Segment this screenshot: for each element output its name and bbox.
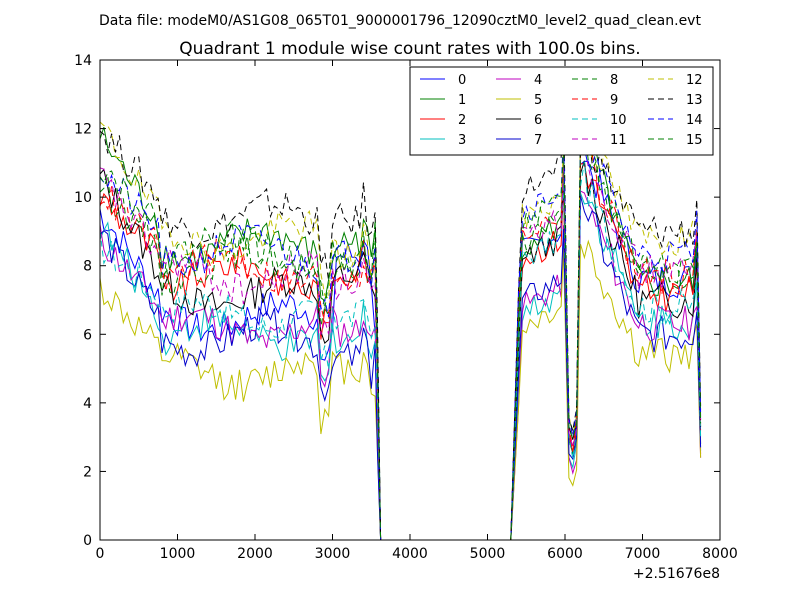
- y-tick-label: 12: [74, 122, 92, 138]
- x-axis: 0 1000 2000 3000 4000 5000 6000 7000 8000: [96, 60, 738, 562]
- y-tick-label: 10: [74, 190, 92, 206]
- series-line-4: [99, 190, 702, 541]
- x-tick-label: 0: [96, 546, 105, 562]
- legend-label-3: 3: [458, 133, 466, 148]
- x-tick-label: 2000: [237, 546, 273, 562]
- x-tick-label: 1000: [160, 546, 196, 562]
- series-line-10: [99, 161, 702, 541]
- x-tick-label: 3000: [315, 546, 351, 562]
- legend-label-11: 11: [610, 133, 627, 148]
- series-line-1: [99, 117, 702, 541]
- legend-label-5: 5: [534, 93, 542, 108]
- legend-label-8: 8: [610, 73, 618, 88]
- figure-suptitle: Data file: modeM0/AS1G08_065T01_90000017…: [99, 13, 701, 29]
- x-tick-label: 8000: [702, 546, 738, 562]
- legend-label-14: 14: [686, 113, 703, 128]
- series-line-5: [99, 239, 702, 541]
- y-tick-label: 6: [83, 327, 92, 343]
- series-line-2: [99, 162, 702, 541]
- x-tick-label: 7000: [625, 546, 661, 562]
- legend-label-1: 1: [458, 93, 466, 108]
- y-tick-label: 2: [83, 464, 92, 480]
- series-line-15: [99, 129, 702, 541]
- legend-label-12: 12: [686, 73, 703, 88]
- legend-label-7: 7: [534, 133, 542, 148]
- series-line-3: [99, 192, 702, 541]
- series-line-0: [99, 160, 702, 541]
- x-offset-label: +2.51676e8: [633, 566, 720, 582]
- legend-label-4: 4: [534, 73, 542, 88]
- series-line-8: [99, 130, 702, 541]
- series-line-6: [99, 160, 702, 541]
- series-line-11: [99, 142, 702, 541]
- y-tick-label: 0: [83, 533, 92, 549]
- plot-lines: [99, 106, 702, 541]
- series-line-14: [99, 130, 702, 541]
- legend-label-9: 9: [610, 93, 618, 108]
- y-tick-label: 8: [83, 259, 92, 275]
- y-tick-label: 4: [83, 396, 92, 412]
- series-line-12: [99, 121, 702, 541]
- legend-label-6: 6: [534, 113, 542, 128]
- legend-label-15: 15: [686, 133, 703, 148]
- series-line-7: [99, 195, 702, 541]
- legend-label-13: 13: [686, 93, 703, 108]
- chart-title: Quadrant 1 module wise count rates with …: [179, 39, 640, 59]
- x-tick-label: 6000: [547, 546, 583, 562]
- series-line-13: [99, 106, 702, 541]
- x-tick-label: 5000: [470, 546, 506, 562]
- legend-label-2: 2: [458, 113, 466, 128]
- legend-box: [409, 66, 714, 156]
- legend-label-0: 0: [458, 73, 466, 88]
- x-tick-label: 4000: [392, 546, 428, 562]
- y-tick-label: 14: [74, 53, 92, 69]
- legend-label-10: 10: [610, 113, 627, 128]
